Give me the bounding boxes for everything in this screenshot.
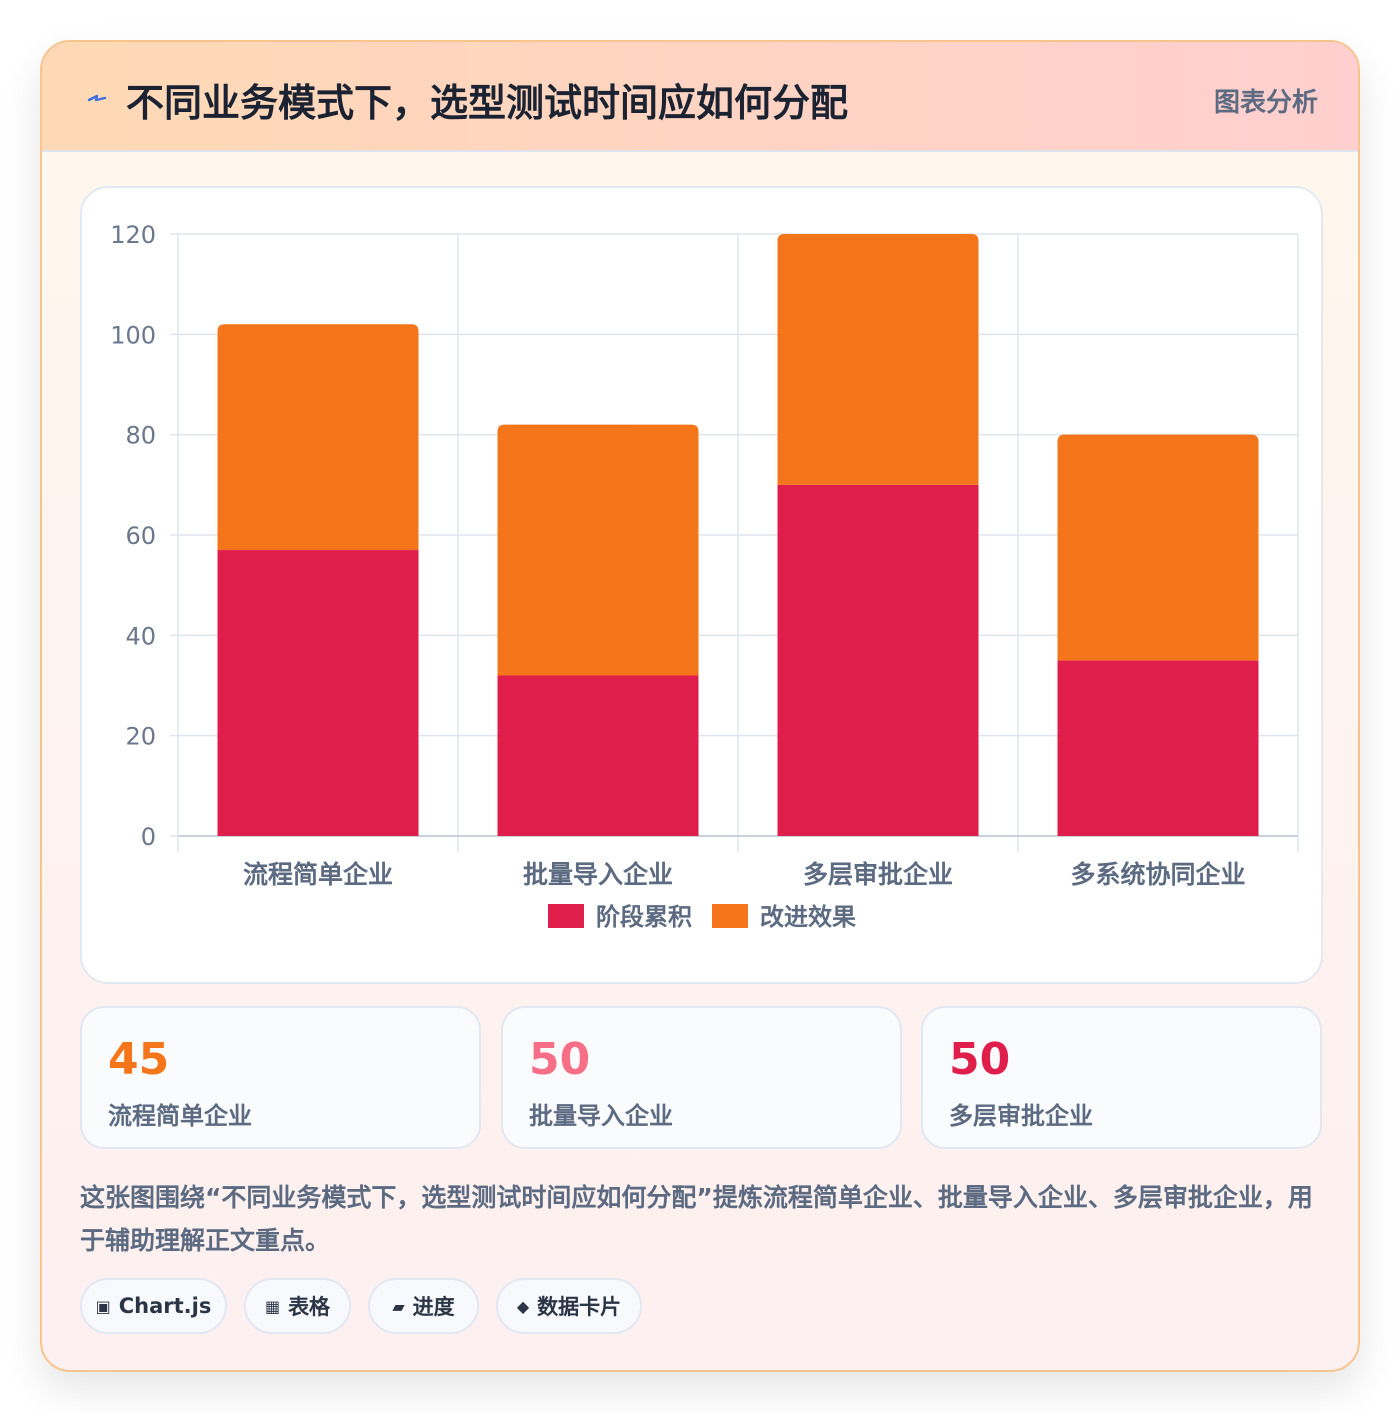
y-tick-label: 20 [125, 723, 156, 751]
y-tick-label: 80 [125, 422, 156, 450]
progress-icon: ▰ [392, 1296, 405, 1316]
page-title: 不同业务模式下，选型测试时间应如何分配 [126, 81, 849, 125]
stat-label: 多层审批企业 [949, 1102, 1093, 1130]
stat-card-3: 50 多层审批企业 [921, 1006, 1322, 1149]
x-tick-label: 多层审批企业 [803, 860, 953, 889]
pill-table[interactable]: ▦ 表格 [244, 1278, 351, 1334]
pill-label: Chart.js [118, 1294, 212, 1318]
bar-segment [217, 550, 419, 836]
chart-card: 不同业务模式下，选型测试时间应如何分配 图表分析 0 20 40 60 80 100 120… [40, 40, 1360, 1372]
pill-label: 表格 [288, 1295, 331, 1319]
stat-value: 45 [108, 1034, 170, 1085]
stat-label: 流程简单企业 [108, 1102, 252, 1130]
y-tick-label: 0 [141, 823, 156, 851]
stat-card-1: 45 流程简单企业 [80, 1006, 481, 1149]
stat-value: 50 [949, 1034, 1011, 1085]
pill-label: 数据卡片 [537, 1295, 622, 1319]
card-header: 不同业务模式下，选型测试时间应如何分配 图表分析 [42, 42, 1358, 152]
x-tick-label: 批量导入企业 [523, 860, 673, 889]
chart-analysis-tag: 图表分析 [1213, 88, 1318, 118]
chart-description: 这张图围绕“不同业务模式下，选型测试时间应如何分配”提炼流程简单企业、批量导入企… [80, 1183, 1313, 1255]
bar-segment [777, 484, 979, 836]
y-tick-label: 100 [110, 321, 156, 349]
diamond-icon: ◆ [516, 1296, 530, 1316]
pill-progress[interactable]: ▰ 进度 [368, 1278, 479, 1334]
bar-segment [1057, 434, 1259, 661]
stat-label: 批量导入企业 [529, 1102, 673, 1130]
pill-label: 进度 [412, 1295, 455, 1319]
bar-segment [217, 324, 419, 551]
chart-icon: ▣ [95, 1296, 111, 1316]
x-tick-label: 多系统协同企业 [1070, 860, 1245, 889]
y-tick-label: 40 [125, 622, 156, 650]
stat-value: 50 [529, 1034, 591, 1085]
bar-segment [497, 424, 699, 676]
bar-segment [497, 675, 699, 836]
legend-label: 改进效果 [760, 903, 856, 931]
stat-card-2: 50 批量导入企业 [501, 1006, 902, 1149]
bar-segment [1057, 660, 1259, 836]
pill-data-card[interactable]: ◆ 数据卡片 [496, 1278, 642, 1334]
pill-chartjs[interactable]: ▣ Chart.js [80, 1278, 227, 1334]
bar-segment [777, 234, 979, 485]
lightning-icon [87, 94, 107, 102]
x-tick-label: 流程简单企业 [243, 860, 393, 889]
table-icon: ▦ [264, 1296, 281, 1316]
y-tick-label: 60 [125, 522, 156, 550]
y-tick-label: 120 [110, 221, 156, 249]
chart-panel: 0 20 40 60 80 100 120 流程简单企业 批量导入企业 多层审批企业 多系统协同企业… [80, 186, 1323, 984]
legend-label: 阶段累积 [596, 903, 692, 931]
legend-swatch [712, 904, 748, 928]
legend-swatch [548, 904, 584, 928]
stacked-bar-chart: 0 20 40 60 80 100 120 流程简单企业 批量导入企业 多层审批企业 多系统协同企业… [110, 221, 1299, 931]
